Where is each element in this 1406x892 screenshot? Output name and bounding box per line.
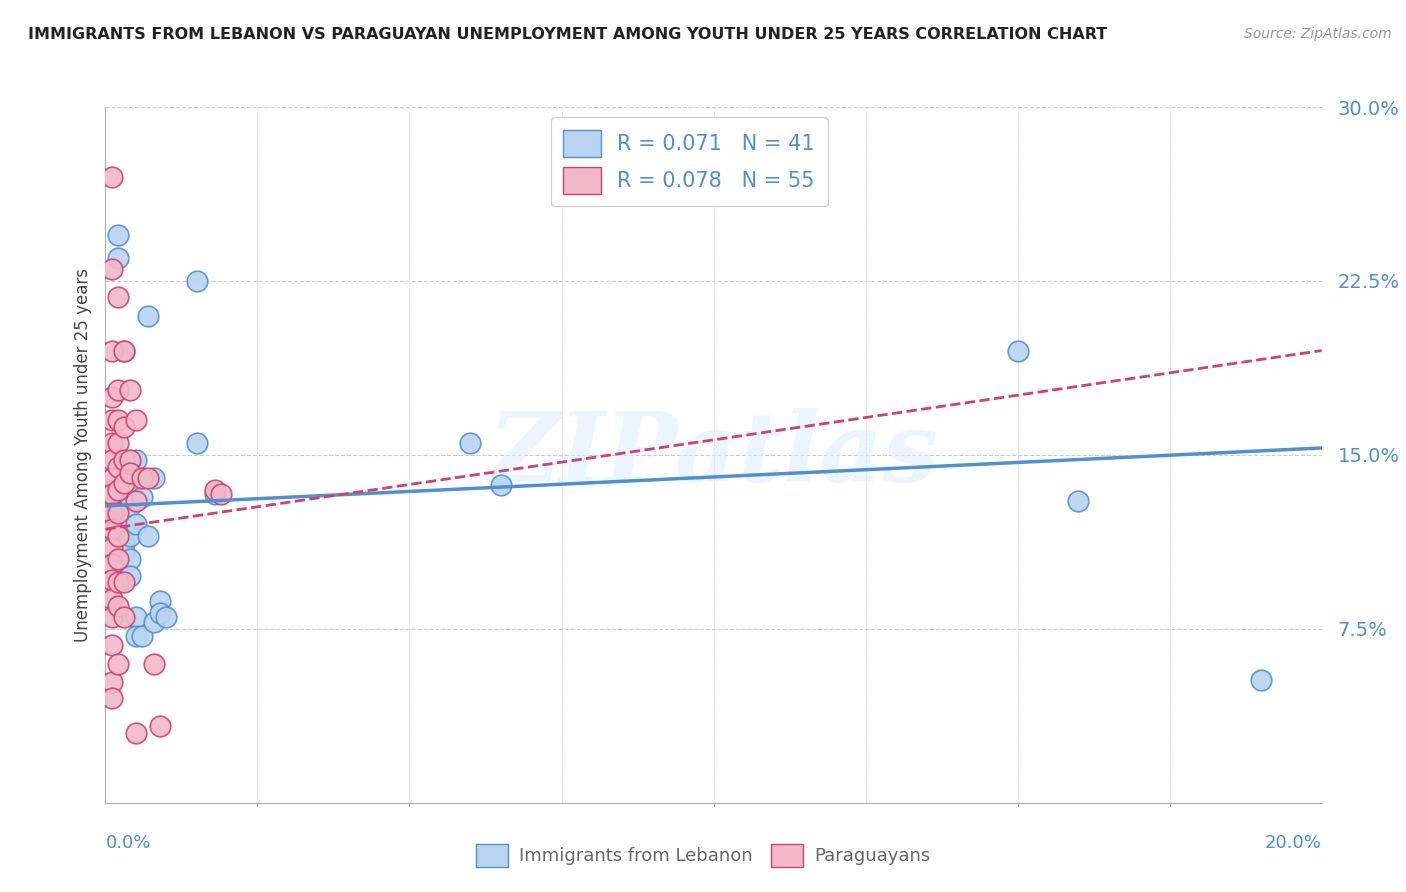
Point xyxy=(107,227,129,242)
Point xyxy=(100,691,122,706)
Point xyxy=(149,719,172,733)
Point xyxy=(125,517,148,532)
Point xyxy=(136,529,159,543)
Point xyxy=(125,452,148,467)
Point xyxy=(125,494,148,508)
Point xyxy=(100,343,122,358)
Point xyxy=(100,471,122,485)
Point xyxy=(125,413,148,427)
Point xyxy=(112,420,135,434)
Point xyxy=(112,536,135,550)
Legend: Immigrants from Lebanon, Paraguayans: Immigrants from Lebanon, Paraguayans xyxy=(468,837,938,874)
Point xyxy=(100,638,122,652)
Point xyxy=(107,552,129,566)
Point xyxy=(112,545,135,559)
Point xyxy=(149,606,172,620)
Point xyxy=(100,573,122,587)
Point xyxy=(131,629,153,643)
Point xyxy=(100,506,122,520)
Point xyxy=(100,522,122,536)
Point xyxy=(112,475,135,490)
Point xyxy=(100,557,122,571)
Point xyxy=(136,471,159,485)
Point xyxy=(107,506,129,520)
Point xyxy=(125,610,148,624)
Point xyxy=(1067,494,1090,508)
Point xyxy=(107,251,129,265)
Point xyxy=(112,343,135,358)
Point xyxy=(136,309,159,323)
Point xyxy=(107,290,129,304)
Point xyxy=(149,594,172,608)
Point xyxy=(107,459,129,474)
Point xyxy=(107,599,129,613)
Point xyxy=(143,615,166,629)
Point xyxy=(131,490,153,504)
Point xyxy=(112,452,135,467)
Point xyxy=(112,490,135,504)
Point xyxy=(107,436,129,450)
Point xyxy=(100,506,122,520)
Point xyxy=(107,383,129,397)
Point xyxy=(100,262,122,277)
Point xyxy=(125,726,148,740)
Point xyxy=(125,629,148,643)
Point xyxy=(1007,343,1029,358)
Point xyxy=(112,471,135,485)
Point xyxy=(112,522,135,536)
Point xyxy=(204,483,226,497)
Point xyxy=(107,575,129,590)
Point xyxy=(100,675,122,690)
Point xyxy=(94,506,117,520)
Point xyxy=(118,552,141,566)
Point xyxy=(209,487,232,501)
Point xyxy=(100,591,122,606)
Point xyxy=(107,529,129,543)
Point xyxy=(100,541,122,555)
Point xyxy=(1250,673,1272,687)
Text: 0.0%: 0.0% xyxy=(105,834,150,852)
Point xyxy=(112,343,135,358)
Point xyxy=(112,610,135,624)
Point xyxy=(131,471,153,485)
Point xyxy=(107,657,129,671)
Text: 20.0%: 20.0% xyxy=(1265,834,1322,852)
Legend: R = 0.071   N = 41, R = 0.078   N = 55: R = 0.071 N = 41, R = 0.078 N = 55 xyxy=(551,118,828,206)
Point xyxy=(118,529,141,543)
Point xyxy=(118,467,141,481)
Point xyxy=(186,436,208,450)
Point xyxy=(204,487,226,501)
Point xyxy=(143,471,166,485)
Point xyxy=(458,436,481,450)
Point xyxy=(186,274,208,288)
Text: ZIPatlas: ZIPatlas xyxy=(489,408,938,502)
Point xyxy=(118,499,141,513)
Point xyxy=(118,459,141,474)
Point xyxy=(100,610,122,624)
Point xyxy=(112,575,135,590)
Point xyxy=(118,452,141,467)
Y-axis label: Unemployment Among Youth under 25 years: Unemployment Among Youth under 25 years xyxy=(73,268,91,642)
Text: IMMIGRANTS FROM LEBANON VS PARAGUAYAN UNEMPLOYMENT AMONG YOUTH UNDER 25 YEARS CO: IMMIGRANTS FROM LEBANON VS PARAGUAYAN UN… xyxy=(28,27,1108,42)
Point xyxy=(94,575,117,590)
Text: Source: ZipAtlas.com: Source: ZipAtlas.com xyxy=(1244,27,1392,41)
Point xyxy=(489,478,512,492)
Point xyxy=(107,413,129,427)
Point xyxy=(118,383,141,397)
Point xyxy=(100,452,122,467)
Point xyxy=(143,657,166,671)
Point xyxy=(100,413,122,427)
Point xyxy=(100,436,122,450)
Point xyxy=(100,169,122,184)
Point xyxy=(100,390,122,404)
Point xyxy=(100,483,122,497)
Point xyxy=(100,487,122,501)
Point xyxy=(107,483,129,497)
Point xyxy=(155,610,177,624)
Point xyxy=(118,475,141,490)
Point xyxy=(118,568,141,582)
